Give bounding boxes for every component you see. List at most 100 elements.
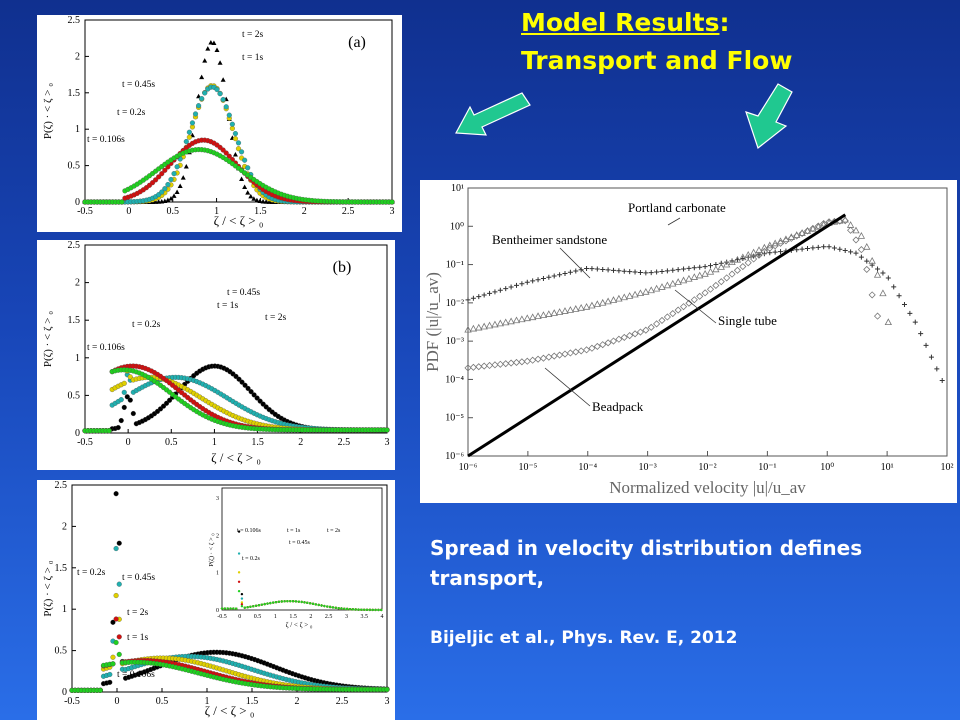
inset-data-point xyxy=(328,605,332,609)
data-point xyxy=(885,275,891,281)
data-point xyxy=(621,268,627,274)
y-tick-label: 10⁻¹ xyxy=(446,260,464,271)
data-point xyxy=(728,258,736,265)
data-point xyxy=(625,292,634,299)
data-point xyxy=(642,326,650,334)
data-point xyxy=(636,328,645,336)
x-axis-label: ζ / < ζ > ₀ xyxy=(214,213,264,228)
data-point xyxy=(121,380,127,386)
chart-panel-pdf: 10⁻⁶ 10⁻⁵ 10⁻⁴ 10⁻³ 10⁻² 10⁻¹ 10⁰ 10¹ 10² 10⁻⁶ 10⁻… xyxy=(420,180,957,503)
data-point xyxy=(717,278,725,286)
data-point xyxy=(220,77,226,82)
x-tick-label: 2 xyxy=(298,437,303,448)
data-point xyxy=(620,333,628,341)
data-point xyxy=(555,308,564,315)
data-point xyxy=(675,267,681,273)
data-point xyxy=(782,235,790,243)
data-point xyxy=(615,335,623,343)
data-point xyxy=(928,354,934,360)
data-point xyxy=(934,366,940,372)
data-point xyxy=(550,352,558,360)
data-point xyxy=(798,229,806,238)
data-point xyxy=(464,325,472,333)
data-point xyxy=(686,265,692,271)
series-t-0-106s xyxy=(69,639,390,693)
data-point xyxy=(647,323,655,331)
data-point xyxy=(167,397,173,403)
data-point xyxy=(496,360,504,368)
y-tick-label: 0 xyxy=(75,428,80,439)
data-point xyxy=(648,270,654,276)
annotation-leader xyxy=(559,247,591,279)
data-point xyxy=(864,258,870,264)
data-point xyxy=(701,289,709,297)
inset-data-point xyxy=(348,608,352,611)
data-point xyxy=(588,344,596,352)
data-point xyxy=(196,103,202,109)
annotation-leader xyxy=(667,217,681,226)
data-point xyxy=(113,491,119,497)
data-point xyxy=(582,302,591,310)
inset-y-tick-label: 3 xyxy=(216,496,219,502)
inset-series xyxy=(220,589,383,612)
data-point xyxy=(857,232,866,239)
inset-annotation: t = 0.106s xyxy=(237,528,262,534)
data-point xyxy=(847,226,855,234)
data-point xyxy=(226,112,232,118)
inset-data-point xyxy=(252,605,255,608)
time-annotation: t = 0.45s xyxy=(227,288,260,298)
y-tick-label: 1.5 xyxy=(55,563,68,574)
series-annotation: Portland carbonate xyxy=(628,200,726,215)
data-point xyxy=(826,244,832,250)
data-point xyxy=(880,270,886,276)
data-point xyxy=(217,91,223,97)
inset-data-point xyxy=(272,601,275,604)
data-point xyxy=(384,686,390,693)
data-point xyxy=(685,274,693,282)
inset-data-point xyxy=(263,602,266,606)
data-point xyxy=(642,287,650,295)
data-point xyxy=(739,262,747,271)
data-point xyxy=(701,269,709,277)
inset-x-tick-label: 0 xyxy=(238,614,241,620)
y-tick-label: 1 xyxy=(62,604,67,615)
data-point xyxy=(857,246,865,254)
x-tick-label: 2.5 xyxy=(336,696,349,707)
data-point xyxy=(831,245,837,251)
data-point xyxy=(186,129,192,135)
data-point xyxy=(756,252,762,258)
inset-x-tick-label: 1.5 xyxy=(289,614,297,620)
data-point xyxy=(528,313,537,321)
data-point xyxy=(518,315,526,323)
data-point xyxy=(239,176,245,182)
time-annotation: t = 0.106s xyxy=(87,135,125,145)
data-point xyxy=(771,242,779,250)
chart-c: -0.5 0 0.5 1 1.5 2 2.5 300.511.522.5ζ / < ζ > ₀… xyxy=(42,480,390,718)
data-point xyxy=(744,251,752,258)
inset-data-point xyxy=(289,599,292,603)
data-point xyxy=(670,267,676,273)
data-point xyxy=(588,301,596,309)
data-point xyxy=(821,244,827,250)
data-point xyxy=(174,189,180,194)
inset-data-point xyxy=(246,606,249,609)
inset-data-point xyxy=(283,600,286,603)
inset-data-point xyxy=(340,607,343,610)
inset-frame xyxy=(221,487,383,611)
data-point xyxy=(202,90,208,96)
data-point xyxy=(884,318,892,326)
x-axis-label: Normalized velocity |u|/u_av xyxy=(609,478,806,497)
inset-data-point xyxy=(277,600,281,603)
citation-text: Bijeljic et al., Phys. Rev. E, 2012 xyxy=(430,628,738,648)
data-point xyxy=(620,293,628,301)
data-point xyxy=(476,294,482,300)
inset-data-point xyxy=(249,605,252,608)
title-model-results: Model Results xyxy=(521,8,720,37)
data-point xyxy=(879,289,887,297)
data-point xyxy=(593,342,601,350)
y-tick-label: 10⁻⁵ xyxy=(445,413,464,424)
data-point xyxy=(626,332,634,340)
data-point xyxy=(744,259,752,267)
inset-data-point xyxy=(297,600,300,603)
data-point xyxy=(545,353,553,361)
